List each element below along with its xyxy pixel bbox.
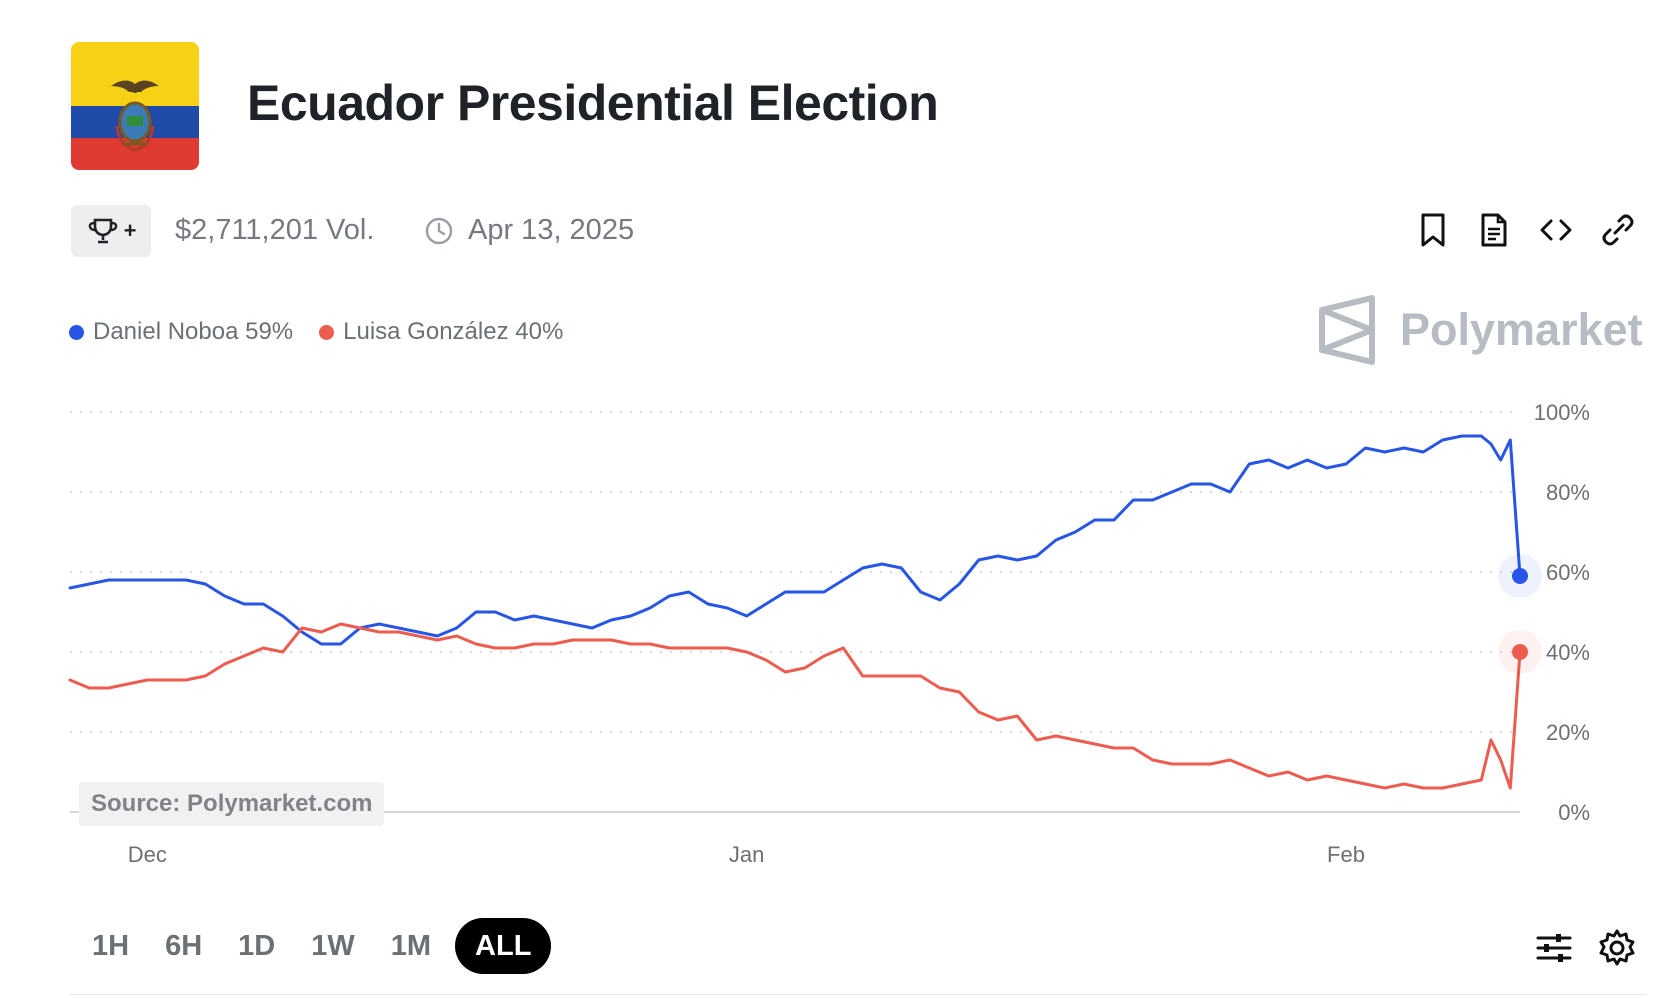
y-tick-label: 0% xyxy=(1558,800,1590,825)
legend-dot xyxy=(69,324,84,340)
bookmark-icon[interactable] xyxy=(1413,210,1453,250)
document-icon[interactable] xyxy=(1474,210,1514,250)
series-line-0 xyxy=(68,434,1522,646)
legend-label: Daniel Noboa 59% xyxy=(93,318,294,345)
range-button-1m[interactable]: 1M xyxy=(390,930,432,962)
series-end-point-0 xyxy=(1512,568,1528,584)
market-title: Ecuador Presidential Election xyxy=(247,75,939,131)
series-line-1 xyxy=(68,622,1522,790)
y-tick-label: 20% xyxy=(1546,720,1590,745)
legend-item-noboa: Daniel Noboa 59% xyxy=(69,318,293,346)
watermark-text: Polymarket xyxy=(1400,304,1643,355)
filter-sliders-icon[interactable] xyxy=(1534,928,1574,968)
legend-label: Luisa González 40% xyxy=(343,318,564,345)
x-tick-label: Feb xyxy=(1327,842,1365,867)
source-label: Source: Polymarket.com xyxy=(79,782,385,826)
trophy-plus: + xyxy=(123,218,137,243)
trophy-button[interactable]: + xyxy=(71,205,151,257)
y-tick-label: 40% xyxy=(1546,640,1590,665)
range-button-6h[interactable]: 6H xyxy=(165,930,203,962)
chart-legend: Daniel Noboa 59% Luisa González 40% xyxy=(69,318,589,346)
ecuador-flag-icon xyxy=(71,42,199,170)
range-button-1w[interactable]: 1W xyxy=(311,930,355,962)
x-tick-label: Jan xyxy=(729,842,764,867)
end-date-text: Apr 13, 2025 xyxy=(468,214,635,246)
range-button-1d[interactable]: 1D xyxy=(238,930,276,962)
range-button-all[interactable]: ALL xyxy=(455,918,552,974)
range-button-1h[interactable]: 1H xyxy=(92,930,130,962)
y-tick-label: 60% xyxy=(1546,560,1590,585)
legend-dot xyxy=(319,324,335,340)
bottom-divider xyxy=(70,994,1646,995)
volume-text: $2,711,201 Vol. xyxy=(175,214,375,246)
polymarket-logo-icon xyxy=(1319,295,1375,365)
series-end-point-1 xyxy=(1512,644,1528,660)
trophy-icon xyxy=(88,218,117,244)
y-tick-label: 100% xyxy=(1534,400,1590,425)
link-icon[interactable] xyxy=(1598,210,1638,250)
x-tick-label: Dec xyxy=(128,842,167,867)
y-tick-label: 80% xyxy=(1546,480,1590,505)
embed-code-icon[interactable] xyxy=(1536,210,1576,250)
settings-gear-icon[interactable] xyxy=(1597,928,1637,968)
polymarket-watermark: Polymarket xyxy=(1316,294,1643,366)
clock-icon xyxy=(425,217,453,245)
time-range-selector: 1H 6H 1D 1W 1M ALL xyxy=(80,918,563,974)
legend-item-gonzalez: Luisa González 40% xyxy=(319,318,563,346)
